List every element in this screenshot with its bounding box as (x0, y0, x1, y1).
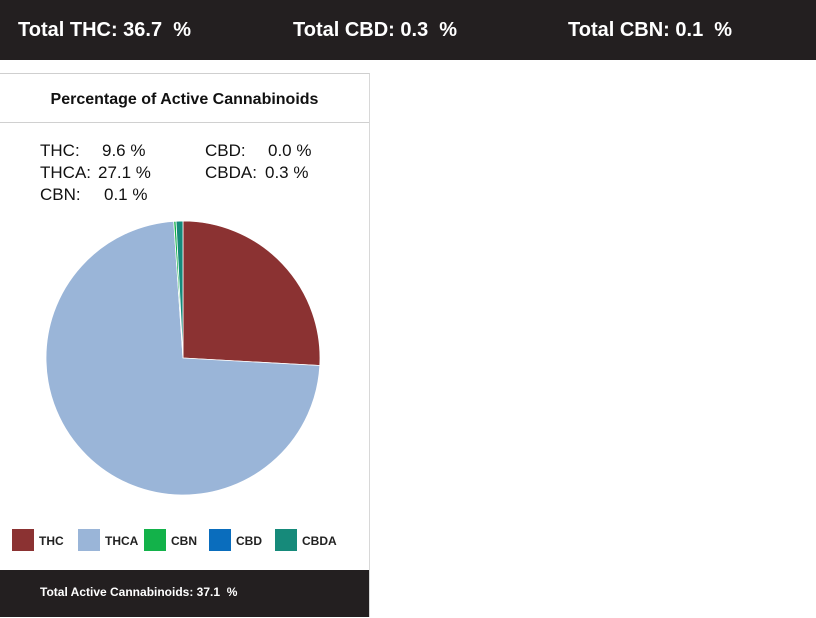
pie-slice-thc (182, 220, 321, 366)
legend-label: THCA (105, 534, 139, 548)
pie-chart (44, 219, 322, 497)
value-row-cbn: CBN: 0.1 % (40, 184, 151, 206)
value-row-thc: THC: 9.6 % (40, 140, 151, 162)
value-name: THC: (40, 141, 80, 160)
legend-label: CBN (171, 534, 197, 548)
value-amount: 9.6 % (102, 141, 146, 160)
value-row-thca: THCA: 27.1 % (40, 162, 151, 184)
values-right-column: CBD: 0.0 % CBDA: 0.3 % (205, 140, 311, 184)
pie-slice-cbda (175, 220, 184, 359)
total-cbn-label: Total CBN: 0.1 % (568, 19, 733, 41)
legend-label: CBDA (302, 534, 337, 548)
value-amount: 0.0 % (268, 141, 312, 160)
total-thc-label: Total THC: 36.7 % (18, 19, 191, 41)
pie-slice-thca (45, 220, 321, 496)
legend-swatch (12, 529, 34, 551)
value-name: CBN: (40, 185, 81, 204)
legend-swatch (78, 529, 100, 551)
legend-label: CBD (236, 534, 262, 548)
pie-svg (45, 220, 321, 496)
chart-title: Percentage of Active Cannabinoids (0, 74, 369, 123)
legend-swatch (275, 529, 297, 551)
value-name: CBDA: (205, 163, 257, 182)
value-amount: 0.3 % (265, 163, 309, 182)
total-cbd-label: Total CBD: 0.3 % (293, 19, 458, 41)
value-amount: 0.1 % (104, 185, 148, 204)
legend-label: THC (39, 534, 64, 548)
value-name: THCA: (40, 163, 91, 182)
value-name: CBD: (205, 141, 246, 160)
legend-swatch (144, 529, 166, 551)
total-active-footer: Total Active Cannabinoids: 37.1 % (0, 570, 369, 617)
value-amount: 27.1 % (98, 163, 151, 182)
total-active-label: Total Active Cannabinoids: 37.1 % (40, 585, 238, 599)
value-row-cbda: CBDA: 0.3 % (205, 162, 311, 184)
legend-swatch (209, 529, 231, 551)
value-row-cbd: CBD: 0.0 % (205, 140, 311, 162)
values-left-column: THC: 9.6 % THCA: 27.1 % CBN: 0.1 % (40, 140, 151, 206)
totals-header-bar: Total THC: 36.7 % Total CBD: 0.3 % Total… (0, 0, 816, 60)
